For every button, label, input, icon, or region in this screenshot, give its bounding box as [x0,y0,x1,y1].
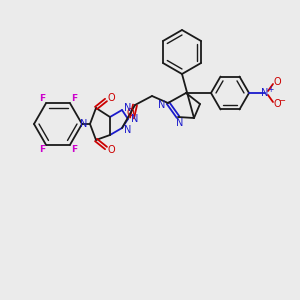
Text: F: F [71,94,77,103]
Text: N: N [261,88,269,98]
Text: N: N [176,118,184,128]
Text: N: N [124,125,132,135]
Text: O: O [107,145,115,155]
Text: O: O [273,77,281,87]
Text: N: N [131,114,139,124]
Text: O: O [126,108,134,118]
Text: F: F [39,94,45,103]
Text: F: F [39,145,45,154]
Text: N: N [124,103,132,113]
Text: +: + [267,85,273,94]
Text: O: O [107,93,115,103]
Text: F: F [71,145,77,154]
Text: O: O [273,99,281,109]
Text: N: N [80,119,88,129]
Text: N: N [158,100,166,110]
Text: −: − [278,97,286,106]
